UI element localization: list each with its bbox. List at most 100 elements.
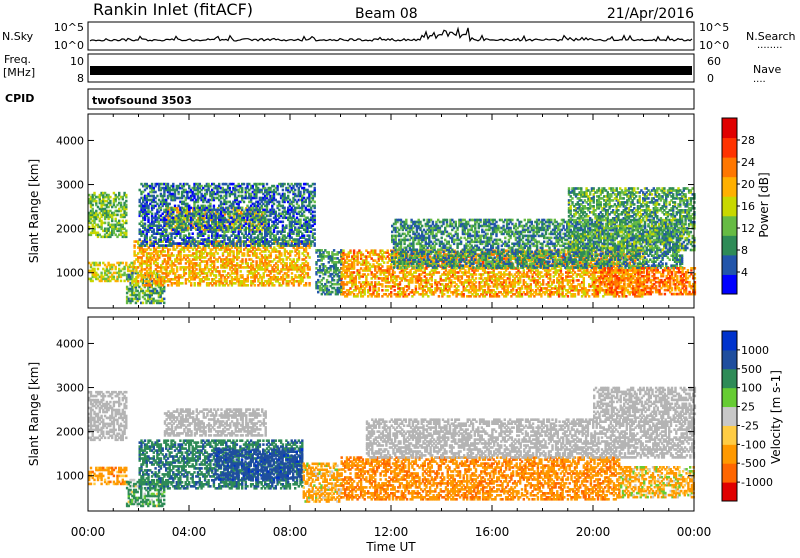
echo-cell xyxy=(132,291,136,295)
echo-cell xyxy=(299,276,302,279)
echo-cell xyxy=(276,200,279,204)
echo-cell xyxy=(290,216,293,220)
echo-cell xyxy=(221,252,225,255)
echo-cell xyxy=(205,242,209,245)
echo-cell xyxy=(112,225,116,229)
echo-cell xyxy=(188,258,191,261)
echo-cell xyxy=(218,274,221,277)
echo-cell xyxy=(191,274,195,277)
echo-cell xyxy=(230,216,233,220)
echo-cell xyxy=(156,212,159,216)
echo-cell xyxy=(313,242,316,245)
echo-cell xyxy=(292,232,295,235)
echo-cell xyxy=(116,275,119,279)
echo-cell xyxy=(225,228,228,231)
echo-cell xyxy=(244,228,247,231)
echo-cell xyxy=(165,218,168,222)
echo-cell xyxy=(163,260,166,263)
echo-cell xyxy=(281,276,285,279)
echo-cell xyxy=(163,246,166,249)
echo-cell xyxy=(161,272,165,275)
echo-cell xyxy=(149,268,152,271)
echo-cell xyxy=(205,276,209,279)
echo-cell xyxy=(223,246,226,249)
echo-cell xyxy=(145,204,148,208)
echo-cell xyxy=(267,282,271,285)
echo-cell xyxy=(145,258,149,261)
echo-cell xyxy=(211,198,214,202)
echo-cell xyxy=(276,266,279,269)
echo-cell xyxy=(168,202,171,206)
echo-cell xyxy=(223,280,226,283)
echo-cell xyxy=(225,248,228,251)
echo-cell xyxy=(271,190,274,194)
echo-cell xyxy=(161,299,164,303)
echo-cell xyxy=(225,274,228,277)
echo-cell xyxy=(195,182,198,186)
echo-cell xyxy=(221,202,224,206)
echo-cell xyxy=(228,226,231,229)
echo-cell xyxy=(200,278,203,281)
echo-cell xyxy=(256,218,260,222)
echo-cell xyxy=(262,226,265,229)
echo-cell xyxy=(272,202,276,206)
echo-cell xyxy=(193,186,196,190)
echo-cell xyxy=(133,254,136,257)
echo-cell xyxy=(297,258,301,261)
echo-cell xyxy=(265,230,269,233)
echo-cell xyxy=(252,222,255,226)
echo-cell xyxy=(237,214,240,218)
echo-cell xyxy=(159,285,162,289)
echo-cell xyxy=(211,208,214,212)
echo-cell xyxy=(142,206,145,210)
echo-cell xyxy=(294,226,297,229)
echo-cell xyxy=(111,227,114,231)
echo-cell xyxy=(264,250,267,253)
echo-cell xyxy=(294,244,297,247)
echo-cell xyxy=(278,216,281,220)
echo-cell xyxy=(253,252,256,255)
echo-cell xyxy=(193,246,196,249)
echo-cell xyxy=(100,213,103,217)
echo-cell xyxy=(278,284,281,287)
echo-cell xyxy=(241,254,244,257)
echo-cell xyxy=(195,214,198,218)
echo-cell xyxy=(214,284,218,287)
echo-cell xyxy=(304,272,308,275)
echo-cell xyxy=(191,254,195,257)
echo-cell xyxy=(232,250,235,253)
echo-cell xyxy=(283,272,287,275)
echo-cell xyxy=(143,244,147,247)
echo-cell xyxy=(299,230,302,233)
echo-cell xyxy=(134,301,138,305)
echo-cell xyxy=(202,217,205,220)
echo-cell xyxy=(145,262,149,265)
echo-cell xyxy=(145,232,148,235)
echo-cell xyxy=(218,194,221,198)
echo-cell xyxy=(121,205,124,209)
echo-cell xyxy=(161,200,164,204)
echo-cell xyxy=(290,206,293,210)
echo-cell xyxy=(285,276,288,279)
echo-cell xyxy=(278,242,281,245)
echo-cell xyxy=(303,266,306,269)
echo-cell xyxy=(109,225,112,229)
echo-cell xyxy=(182,274,186,277)
echo-cell xyxy=(211,254,214,257)
echo-cell xyxy=(248,206,251,210)
echo-cell xyxy=(198,270,202,273)
echo-cell xyxy=(203,196,207,200)
echo-cell xyxy=(154,282,158,285)
echo-cell xyxy=(299,236,302,239)
echo-cell xyxy=(225,244,228,247)
echo-cell xyxy=(165,210,168,214)
echo-cell xyxy=(102,267,105,271)
echo-cell xyxy=(283,200,286,204)
echo-cell xyxy=(233,210,237,214)
echo-cell xyxy=(299,198,302,202)
echo-cell xyxy=(172,254,175,257)
echo-cell xyxy=(150,230,154,233)
echo-cell xyxy=(177,254,180,257)
echo-cell xyxy=(202,224,205,227)
echo-cell xyxy=(145,254,149,257)
